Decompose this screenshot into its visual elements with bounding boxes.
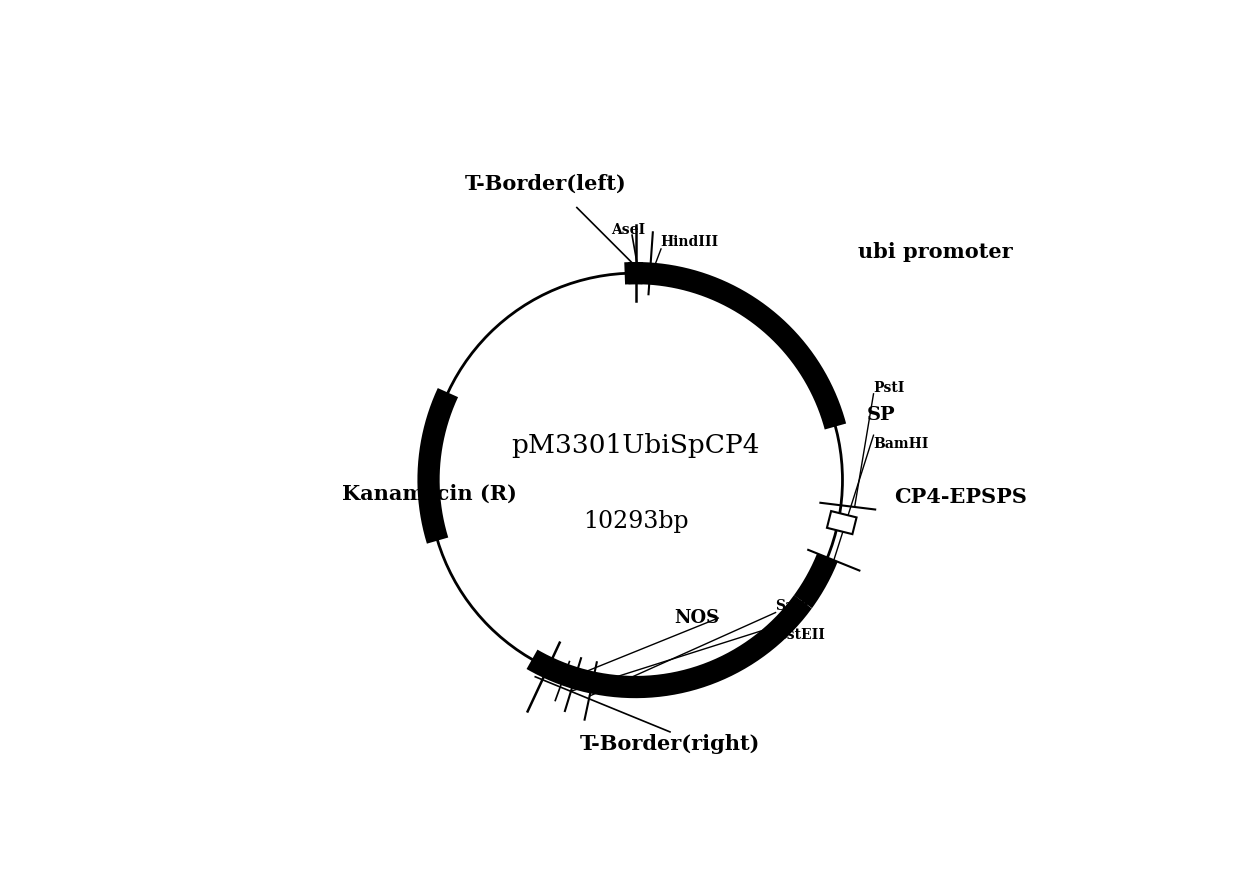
Text: NOS: NOS — [675, 609, 719, 627]
Text: BstEII: BstEII — [775, 628, 825, 642]
Text: pM3301UbiSpCP4: pM3301UbiSpCP4 — [511, 433, 760, 458]
Text: BamHI: BamHI — [873, 436, 929, 451]
Text: T-Border(left): T-Border(left) — [465, 174, 626, 194]
Text: CP4-EPSPS: CP4-EPSPS — [894, 487, 1027, 507]
Polygon shape — [827, 511, 857, 534]
Text: 10293bp: 10293bp — [583, 510, 688, 533]
Text: T-Border(right): T-Border(right) — [580, 734, 760, 754]
Text: ubi promoter: ubi promoter — [858, 243, 1013, 263]
Text: PstI: PstI — [873, 381, 904, 395]
Text: AseI: AseI — [611, 222, 646, 237]
Text: 1: 1 — [629, 266, 639, 284]
Text: Kanamycin (R): Kanamycin (R) — [342, 484, 517, 504]
Text: SP: SP — [867, 406, 895, 424]
Text: HindIII: HindIII — [661, 235, 718, 249]
Text: SacI: SacI — [775, 599, 810, 613]
